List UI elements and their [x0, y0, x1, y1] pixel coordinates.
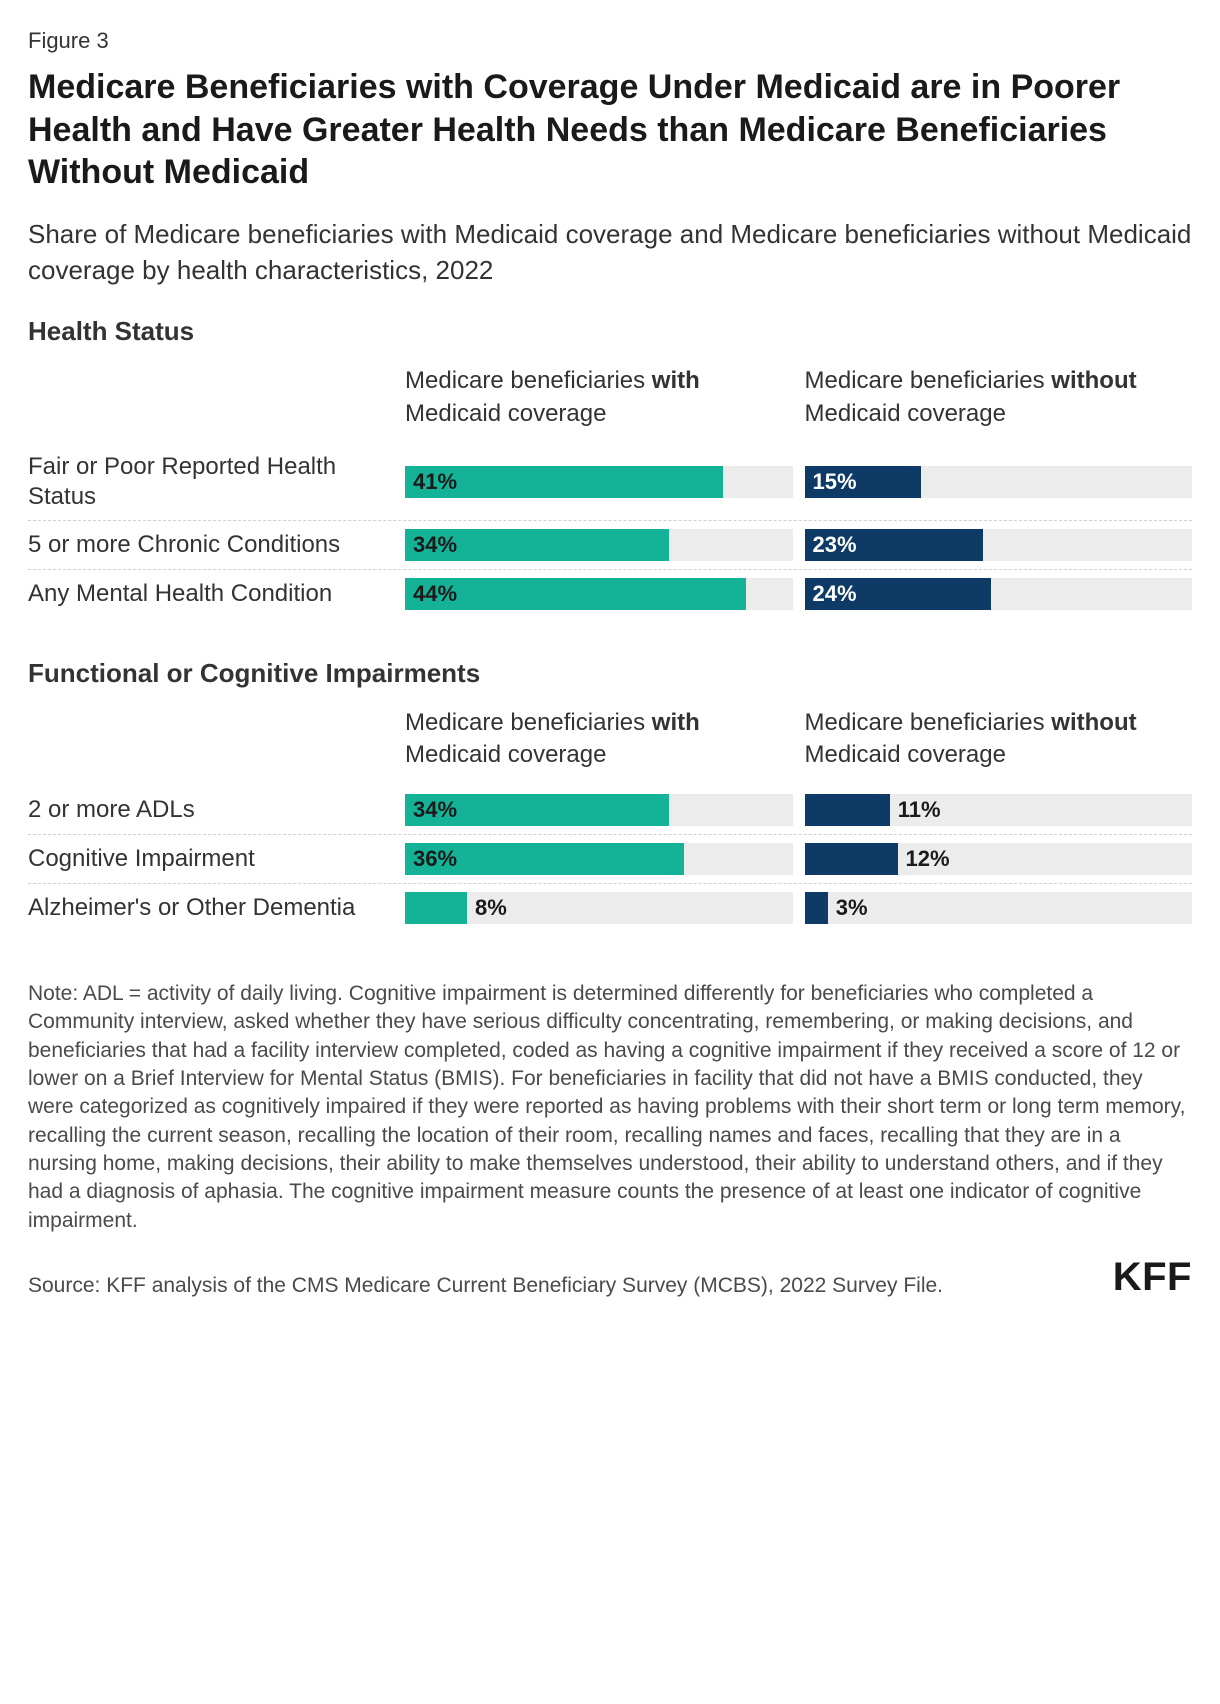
- column-header-strong: with: [652, 709, 700, 736]
- bar-value: 12%: [906, 846, 950, 872]
- column-header-text: Medicare beneficiaries: [405, 709, 652, 736]
- table-row: 5 or more Chronic Conditions 34% 23%: [28, 521, 1192, 570]
- table-row: Any Mental Health Condition 44% 24%: [28, 570, 1192, 618]
- bar-cell: 11%: [805, 794, 1193, 826]
- column-header: Medicare beneficiaries with Medicaid cov…: [405, 365, 793, 430]
- footnote: Note: ADL = activity of daily living. Co…: [28, 980, 1192, 1235]
- table-row: Fair or Poor Reported Health Status 41% 15…: [28, 444, 1192, 521]
- bar-value: 44%: [413, 581, 457, 607]
- bar-value: 23%: [813, 532, 857, 558]
- column-headers-row: Medicare beneficiaries with Medicaid cov…: [28, 365, 1192, 430]
- bar-cell: 24%: [805, 578, 1193, 610]
- column-header: Medicare beneficiaries without Medicaid …: [805, 707, 1193, 772]
- row-label: Cognitive Impairment: [28, 844, 393, 874]
- sections-container: Health Status Medicare beneficiaries with…: [28, 316, 1192, 932]
- section-heading: Functional or Cognitive Impairments: [28, 658, 1192, 689]
- column-headers-row: Medicare beneficiaries with Medicaid cov…: [28, 707, 1192, 772]
- column-header-text: Medicaid coverage: [405, 741, 606, 768]
- bar-value: 34%: [413, 532, 457, 558]
- row-label: 2 or more ADLs: [28, 795, 393, 825]
- column-header-text: Medicaid coverage: [805, 741, 1006, 768]
- column-header: Medicare beneficiaries without Medicaid …: [805, 365, 1193, 430]
- source-text: Source: KFF analysis of the CMS Medicare…: [28, 1272, 943, 1300]
- bar-value: 11%: [898, 797, 941, 823]
- column-header-strong: without: [1051, 709, 1136, 736]
- bar-value: 41%: [413, 469, 457, 495]
- chart-title: Medicare Beneficiaries with Coverage Und…: [28, 66, 1192, 194]
- bar-fill: [805, 843, 898, 875]
- table-row: 2 or more ADLs 34% 11%: [28, 786, 1192, 835]
- bar-cell: 3%: [805, 892, 1193, 924]
- bar-value: 36%: [413, 846, 457, 872]
- row-label: Any Mental Health Condition: [28, 579, 393, 609]
- bar-value: 3%: [836, 895, 868, 921]
- bar-value: 34%: [413, 797, 457, 823]
- bar-fill: [405, 892, 467, 924]
- bar-cell: 12%: [805, 843, 1193, 875]
- table-row: Alzheimer's or Other Dementia 8% 3%: [28, 884, 1192, 932]
- column-header-text: Medicare beneficiaries: [805, 367, 1052, 394]
- column-header-text: Medicaid coverage: [405, 400, 606, 427]
- figure-label: Figure 3: [28, 28, 1192, 54]
- column-header: Medicare beneficiaries with Medicaid cov…: [405, 707, 793, 772]
- column-header-text: Medicare beneficiaries: [805, 709, 1052, 736]
- section-heading: Health Status: [28, 316, 1192, 347]
- brand-logo: KFF: [1113, 1255, 1192, 1300]
- row-label: 5 or more Chronic Conditions: [28, 530, 393, 560]
- bar-table: Medicare beneficiaries with Medicaid cov…: [28, 365, 1192, 618]
- bar-cell: 41%: [405, 466, 793, 498]
- bar-fill: [805, 892, 828, 924]
- bar-cell: 8%: [405, 892, 793, 924]
- column-header-text: Medicare beneficiaries: [405, 367, 652, 394]
- bar-fill: [805, 794, 890, 826]
- bar-value: 15%: [813, 469, 857, 495]
- bar-cell: 34%: [405, 794, 793, 826]
- bar-cell: 36%: [405, 843, 793, 875]
- bar-cell: 34%: [405, 529, 793, 561]
- bar-cell: 15%: [805, 466, 1193, 498]
- row-label: Fair or Poor Reported Health Status: [28, 452, 393, 512]
- row-label: Alzheimer's or Other Dementia: [28, 893, 393, 923]
- footer-row: Source: KFF analysis of the CMS Medicare…: [28, 1255, 1192, 1300]
- column-header-text: Medicaid coverage: [805, 400, 1006, 427]
- chart-subtitle: Share of Medicare beneficiaries with Med…: [28, 216, 1192, 289]
- bar-table: Medicare beneficiaries with Medicaid cov…: [28, 707, 1192, 932]
- bar-value: 24%: [813, 581, 857, 607]
- bar-value: 8%: [475, 895, 507, 921]
- bar-cell: 23%: [805, 529, 1193, 561]
- table-row: Cognitive Impairment 36% 12%: [28, 835, 1192, 884]
- column-header-strong: with: [652, 367, 700, 394]
- bar-cell: 44%: [405, 578, 793, 610]
- figure-container: Figure 3 Medicare Beneficiaries with Cov…: [0, 0, 1220, 1320]
- column-header-strong: without: [1051, 367, 1136, 394]
